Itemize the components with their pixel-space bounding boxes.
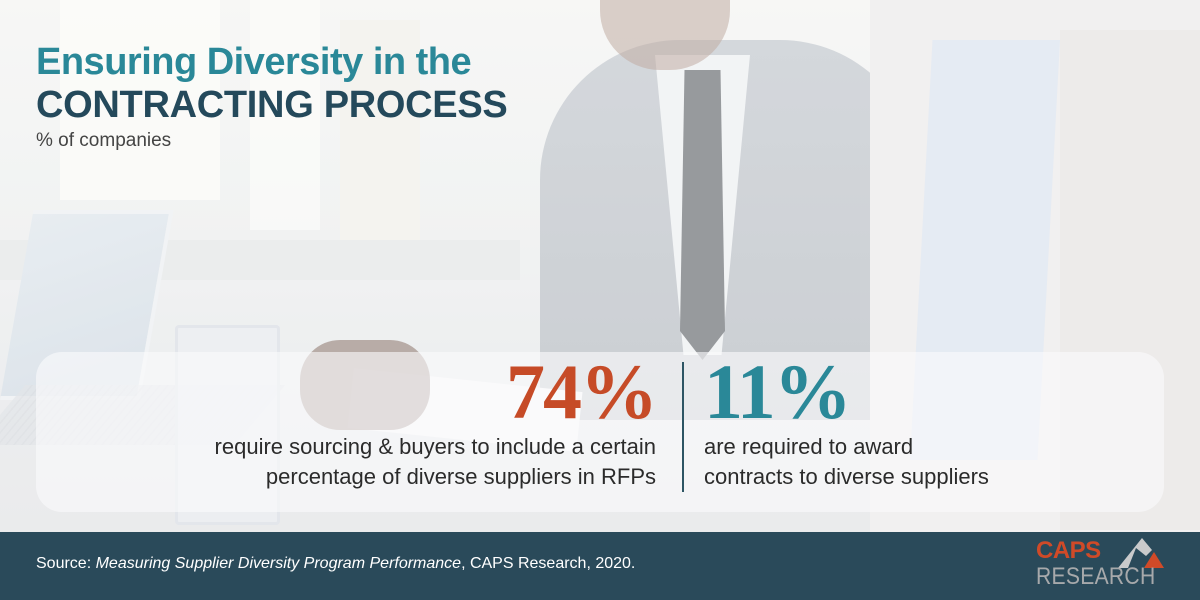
logo-caps-text: CAPS: [1036, 537, 1101, 564]
footer-bar: Source: Measuring Supplier Diversity Pro…: [0, 532, 1200, 600]
stat-divider: [682, 362, 684, 492]
page-title-line1: Ensuring Diversity in the: [36, 41, 472, 83]
man-tie: [680, 70, 725, 360]
title-block: Ensuring Diversity in the CONTRACTING PR…: [36, 40, 508, 152]
stat-value: 11%: [704, 348, 852, 435]
stats-panel: 74% require sourcing & buyers to include…: [36, 352, 1164, 512]
page-title-line2: CONTRACTING PROCESS: [36, 84, 508, 126]
stat-description-line1: are required to award: [704, 434, 914, 459]
stat-value: 74%: [506, 348, 658, 435]
stat-description-line2: contracts to diverse suppliers: [704, 464, 989, 489]
stat-11: 11% are required to award contracts to d…: [704, 352, 989, 492]
source-citation: Source: Measuring Supplier Diversity Pro…: [36, 555, 635, 573]
window-light: [250, 0, 320, 230]
page-subtitle: % of companies: [36, 130, 172, 151]
caps-research-logo: CAPS RESEARCH: [1036, 538, 1166, 594]
source-suffix: , CAPS Research, 2020.: [461, 555, 636, 572]
stat-description-line1: require sourcing & buyers to include a c…: [214, 434, 656, 459]
window-light: [340, 20, 420, 240]
source-prefix: Source:: [36, 555, 96, 572]
logo-research-text: RESEARCH: [1036, 563, 1156, 590]
window-light: [60, 0, 220, 200]
stat-74: 74% require sourcing & buyers to include…: [214, 348, 658, 492]
stat-description-line2: percentage of diverse suppliers in RFPs: [265, 464, 656, 489]
source-title: Measuring Supplier Diversity Program Per…: [95, 555, 462, 572]
mountain-peak-icon: [1118, 538, 1164, 568]
